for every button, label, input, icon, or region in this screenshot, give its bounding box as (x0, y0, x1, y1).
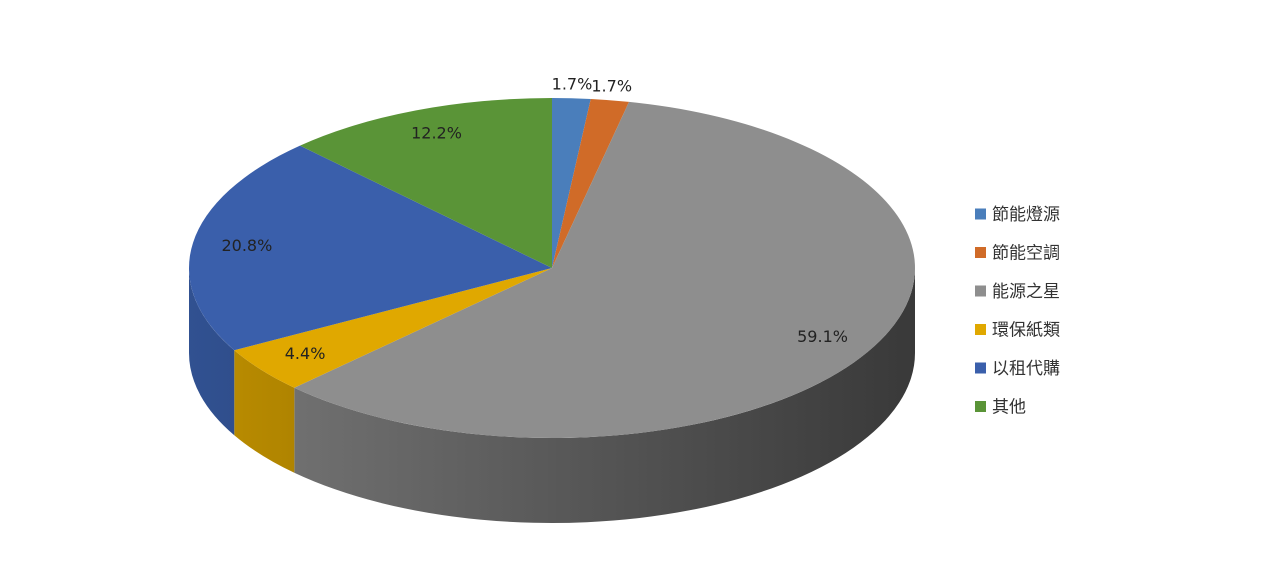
pie-side (234, 350, 295, 473)
legend-swatch (975, 208, 986, 220)
pie-slice (552, 98, 591, 268)
pie-slice (294, 101, 915, 439)
data-label: 1.7% (552, 75, 593, 94)
legend-swatch (975, 324, 986, 335)
pie-slice (234, 268, 552, 388)
legend-swatch (975, 401, 986, 412)
pie-sides (189, 268, 915, 524)
pie-side (294, 268, 915, 524)
legend-label: 其他 (992, 398, 1026, 418)
data-label: 59.1% (797, 327, 848, 346)
legend-label: 節能燈源 (992, 205, 1060, 225)
pie-slice (188, 145, 552, 351)
legend-swatch (975, 247, 986, 258)
data-label: 20.8% (221, 236, 272, 255)
legend-label: 以租代購 (992, 359, 1060, 379)
legend-label: 能源之星 (992, 282, 1060, 302)
data-label: 12.2% (411, 124, 462, 143)
pie-side (189, 268, 235, 436)
data-label: 1.7% (591, 77, 632, 96)
pie-slice (552, 98, 630, 269)
pie-tops (188, 98, 915, 439)
data-labels: 1.7% 1.7% 59.1% 4.4% 20.8% 12.2% (221, 75, 847, 364)
pie-slice (300, 98, 552, 268)
legend-swatch (975, 285, 986, 297)
legend-swatch (975, 362, 986, 374)
legend-label: 環保紙類 (992, 321, 1060, 341)
legend-label: 節能空調 (992, 244, 1060, 264)
data-label: 4.4% (285, 344, 326, 363)
